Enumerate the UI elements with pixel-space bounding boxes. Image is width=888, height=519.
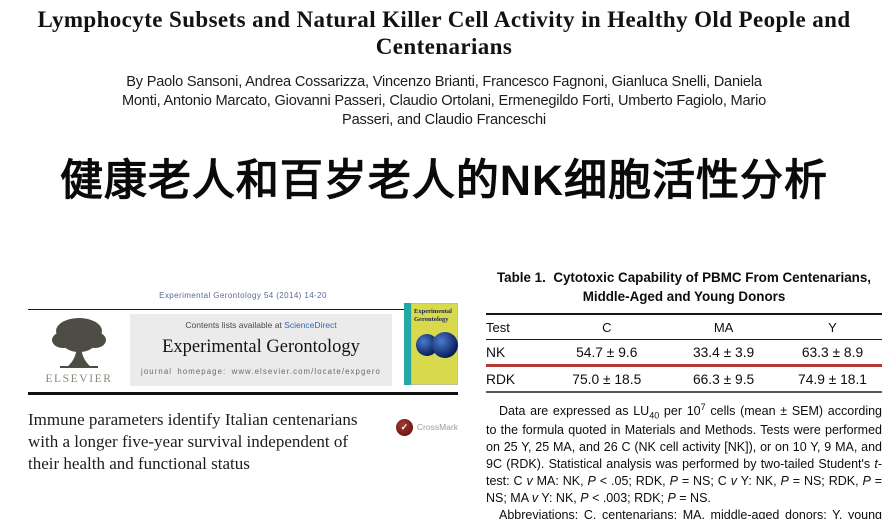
table-caption-line1: Cytotoxic Capability of PBMC From Centen… (553, 270, 872, 285)
table-caption-label: Table 1. (496, 270, 546, 285)
table-row-rdk: RDK 75.0 ± 18.5 66.3 ± 9.5 74.9 ± 18.1 (486, 365, 882, 393)
paper-authors: By Paolo Sansoni, Andrea Cossarizza, Vin… (121, 74, 767, 128)
article-title-row: Immune parameters identify Italian cente… (28, 409, 458, 475)
table-header-row: Test C MA Y (486, 313, 882, 340)
col-header-c: C (549, 313, 665, 340)
cell-c: 54.7 ± 9.6 (549, 339, 665, 367)
crossmark-badge: ✓ CrossMark (395, 417, 458, 437)
table-caption: Table 1. Cytotoxic Capability of PBMC Fr… (486, 269, 882, 307)
journal-header-screenshot: Experimental Gerontology 54 (2014) 14-20 (28, 291, 458, 475)
cell-ma: 33.4 ± 3.9 (664, 339, 783, 367)
contents-prefix: Contents lists available at (185, 320, 285, 330)
cell-y: 63.3 ± 8.9 (782, 339, 882, 367)
sciencedirect-link[interactable]: ScienceDirect (284, 320, 337, 330)
elsevier-wordmark: ELSEVIER (45, 373, 113, 385)
cover-title: Experimental Gerontology (414, 308, 452, 324)
sciencedirect-box: Contents lists available at ScienceDirec… (130, 314, 392, 386)
journal-cover-thumbnail: Experimental Gerontology (404, 303, 458, 385)
table-caption-line2: Middle-Aged and Young Donors (582, 288, 786, 304)
cytotoxic-table: Test C MA Y NK 54.7 ± 9.6 33.4 ± 3.9 63.… (486, 312, 882, 393)
article-title: Immune parameters identify Italian cente… (28, 410, 358, 474)
journal-homepage-link[interactable]: journal homepage: www.elsevier.com/locat… (141, 367, 381, 376)
elsevier-logo: ELSEVIER (28, 314, 130, 389)
table-1-section: Table 1. Cytotoxic Capability of PBMC Fr… (486, 269, 882, 519)
cell-test: RDK (486, 365, 550, 393)
crossmark-icon: ✓ (395, 418, 413, 436)
paper-title: Lymphocyte Subsets and Natural Killer Ce… (37, 7, 851, 60)
contents-line: Contents lists available at ScienceDirec… (130, 320, 392, 330)
cover-cell-images (414, 330, 458, 364)
cover-cell-circle (432, 332, 458, 359)
col-header-ma: MA (664, 313, 783, 340)
table-abbreviations: Abbreviations: C, centenarians; MA, midd… (499, 508, 882, 519)
table-footnote: Data are expressed as LU40 per 107 cells… (486, 401, 883, 506)
cell-test: NK (486, 339, 550, 367)
chinese-heading: 健康老人和百岁老人的NK细胞活性分析 (59, 157, 829, 205)
journal-banner: ELSEVIER Contents lists available at Sci… (28, 303, 458, 389)
crossmark-label: CrossMark (416, 422, 458, 432)
journal-citation: Experimental Gerontology 54 (2014) 14-20 (159, 291, 327, 300)
col-header-y: Y (782, 313, 882, 340)
cell-y: 74.9 ± 18.1 (782, 365, 882, 393)
elsevier-tree-icon (48, 316, 110, 375)
journal-title: Experimental Gerontology (162, 337, 360, 357)
col-header-test: Test (486, 313, 550, 340)
cell-ma: 66.3 ± 9.5 (664, 365, 783, 393)
divider-thick (28, 392, 458, 395)
cell-c: 75.0 ± 18.5 (549, 365, 665, 393)
table-row-nk: NK 54.7 ± 9.6 33.4 ± 3.9 63.3 ± 8.9 (486, 339, 882, 367)
